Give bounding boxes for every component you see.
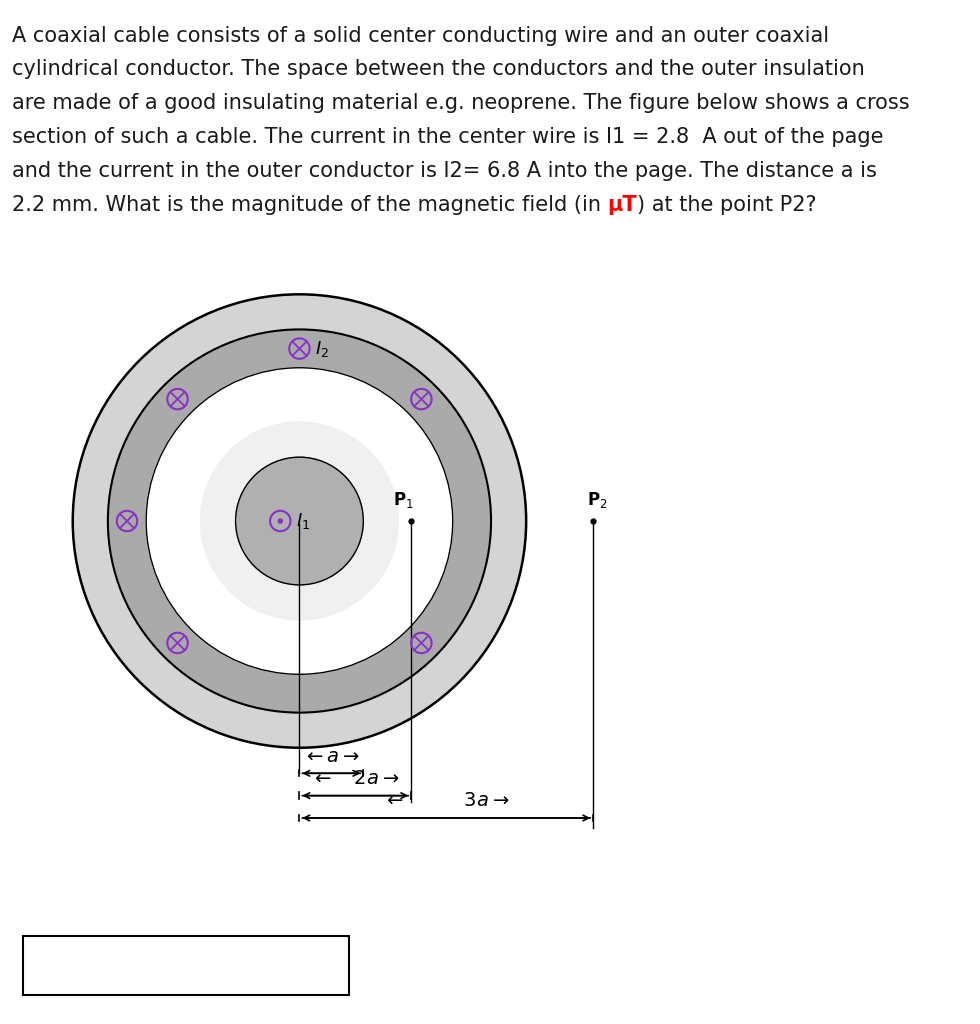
Text: cylindrical conductor. The space between the conductors and the outer insulation: cylindrical conductor. The space between… [12,59,864,80]
Circle shape [146,368,453,674]
Text: 2.2 mm. What is the magnitude of the magnetic field (in: 2.2 mm. What is the magnitude of the mag… [12,195,608,215]
Text: $\mathit{I}_1$: $\mathit{I}_1$ [296,511,310,531]
Circle shape [73,294,526,748]
Circle shape [201,422,399,620]
FancyBboxPatch shape [23,937,350,995]
Text: are made of a good insulating material e.g. neoprene. The figure below shows a c: are made of a good insulating material e… [12,93,909,114]
Text: ) at the point P2?: ) at the point P2? [637,195,816,215]
Text: μT: μT [608,195,637,215]
Circle shape [235,457,364,585]
Text: and the current in the outer conductor is I2= 6.8 A into the page. The distance : and the current in the outer conductor i… [12,161,877,181]
Text: $\mathbf{P}_2$: $\mathbf{P}_2$ [587,489,608,510]
Text: $\leftarrow a\rightarrow$: $\leftarrow a\rightarrow$ [303,746,360,766]
Circle shape [278,519,282,523]
Text: $\leftarrow \hspace{1} 2a\rightarrow$: $\leftarrow \hspace{1} 2a\rightarrow$ [311,769,400,788]
Text: section of such a cable. The current in the center wire is I1 = 2.8  A out of th: section of such a cable. The current in … [12,127,883,147]
Circle shape [108,330,491,713]
Text: $\leftarrow \hspace{3} 3a\rightarrow$: $\leftarrow \hspace{3} 3a\rightarrow$ [383,792,510,810]
Text: $\mathbf{P}_1$: $\mathbf{P}_1$ [393,489,415,510]
Text: A coaxial cable consists of a solid center conducting wire and an outer coaxial: A coaxial cable consists of a solid cent… [12,26,829,46]
Text: $\mathit{I}_2$: $\mathit{I}_2$ [315,339,329,358]
